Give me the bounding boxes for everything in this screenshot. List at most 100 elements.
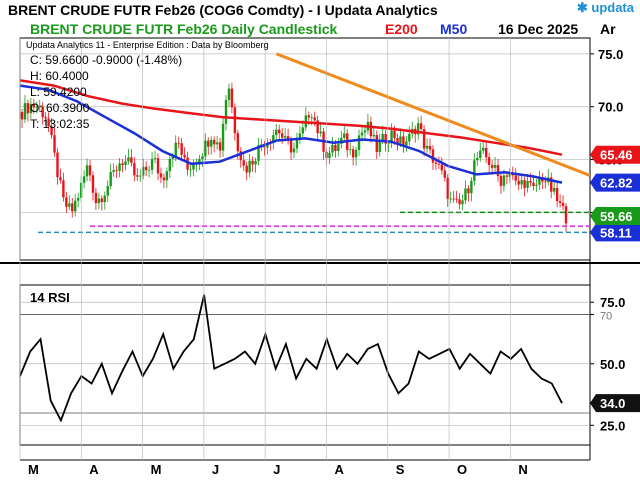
candle-body — [35, 106, 38, 108]
m50-badge-text: 62.82 — [600, 176, 633, 191]
candle-body — [446, 177, 449, 199]
indicator-lines — [20, 52, 590, 234]
candle-body — [88, 165, 92, 176]
candle-body — [381, 133, 384, 141]
updata-logo-icon: ✱ — [576, 0, 588, 15]
candle-body — [192, 164, 195, 170]
close-badge-text: 59.66 — [600, 209, 633, 224]
candle-body — [396, 138, 399, 144]
candle-body — [56, 152, 59, 178]
candle-body — [26, 103, 30, 114]
candle-body — [473, 160, 476, 181]
rsi-tick-label: 75.0 — [600, 295, 625, 310]
candle-body — [198, 158, 201, 163]
close-line: C: 59.6600 -0.9000 (-1.48%) — [30, 53, 182, 67]
candle-body — [275, 129, 278, 136]
candle-body — [292, 148, 296, 153]
candle-body — [215, 142, 219, 145]
candle-body — [221, 123, 225, 151]
candle-body — [558, 201, 562, 203]
candle-body — [171, 156, 174, 159]
candle-body — [71, 203, 74, 212]
candle-body — [387, 143, 390, 145]
candle-body — [532, 182, 535, 186]
candle-body — [493, 165, 497, 168]
candle-body — [298, 133, 302, 140]
candle-body — [372, 135, 376, 137]
candle-body — [487, 157, 491, 166]
candle-body — [464, 188, 467, 201]
candle-body — [242, 160, 245, 166]
candle-body — [399, 136, 402, 144]
candle-body — [402, 136, 405, 146]
candle-body — [272, 135, 275, 144]
candle-body — [538, 177, 541, 185]
time-tick-label: M — [151, 462, 162, 477]
candle-body — [378, 140, 381, 152]
candle-body — [121, 163, 124, 166]
candle-body — [156, 158, 160, 174]
candle-body — [564, 206, 568, 224]
candle-body — [204, 140, 207, 157]
chart-name: BRENT CRUDE FUTR Feb26 Daily Candlestick — [30, 21, 337, 37]
candle-body — [50, 126, 53, 136]
candle-body — [124, 161, 127, 166]
rsi-badge-bg — [590, 394, 640, 413]
m50-badge-bg — [590, 173, 640, 192]
candle-body — [82, 176, 86, 183]
candle-body — [168, 158, 172, 172]
candle-body — [499, 176, 503, 186]
candle-body — [348, 149, 352, 151]
candle-body — [422, 129, 426, 149]
candle-body — [384, 133, 387, 144]
candle-body — [514, 175, 517, 181]
rsi-line — [20, 294, 563, 423]
candle-body — [482, 147, 485, 151]
time-tick-label: M — [28, 462, 39, 477]
time-line: T: 13:02:35 — [30, 117, 90, 131]
candle-body — [526, 180, 529, 188]
candle-body — [357, 135, 361, 150]
candle-body — [393, 130, 396, 139]
candle-body — [313, 117, 316, 121]
candle-body — [245, 165, 248, 173]
candle-body — [227, 88, 231, 101]
window-title: BRENT CRUDE FUTR Feb26 (COG6 Comdty) - I… — [8, 2, 438, 18]
candle-body — [165, 171, 169, 181]
candle-body — [44, 117, 47, 119]
candle-body — [529, 180, 532, 183]
candle-body — [319, 131, 322, 134]
candle-body — [127, 157, 130, 162]
candle-body — [47, 118, 50, 127]
time-tick-label: A — [334, 462, 344, 477]
candle-body — [470, 180, 473, 194]
updata-logo: ✱ updata — [577, 0, 634, 16]
candle-body — [502, 175, 506, 186]
candle-body — [142, 166, 145, 176]
candle-body — [301, 127, 305, 134]
candle-body — [520, 180, 523, 185]
candle-body — [375, 135, 378, 152]
candle-body — [97, 198, 101, 204]
candle-body — [139, 175, 142, 177]
m50-legend: M50 — [440, 21, 467, 37]
candle-body — [94, 192, 98, 204]
price-panel[interactable] — [19, 37, 591, 261]
rsi-panel[interactable] — [19, 284, 591, 446]
m50-line — [20, 84, 563, 184]
candle-body — [452, 198, 455, 200]
candle-body — [159, 173, 163, 178]
candle-body — [100, 198, 104, 203]
lower-level-badge-bg — [590, 223, 640, 242]
candle-body — [183, 154, 186, 158]
axis-unit-label: Ar — [600, 21, 616, 37]
candle-body — [419, 123, 423, 130]
candle-body — [449, 198, 452, 200]
candle-body — [62, 180, 65, 198]
resistance-trendline — [275, 52, 590, 177]
candle-body — [112, 170, 115, 173]
candle-body — [254, 160, 257, 165]
rsi-tick-label: 25.0 — [600, 418, 625, 433]
